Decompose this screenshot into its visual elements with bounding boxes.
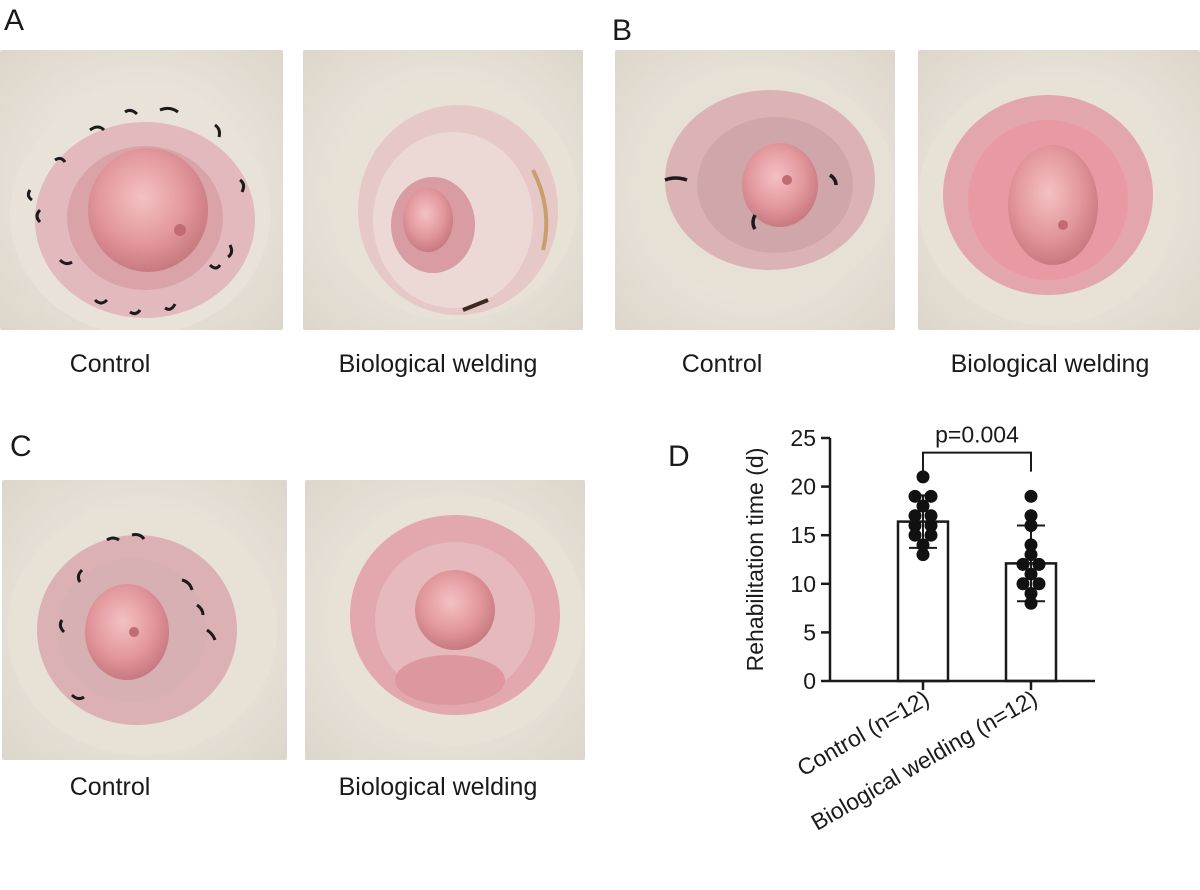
photo-a-biological-welding [303, 50, 583, 330]
data-point [1024, 596, 1038, 610]
y-axis-label: Rehabilitation time (d) [742, 448, 768, 672]
data-point [1024, 518, 1038, 532]
photo-a-control [0, 50, 283, 330]
photo-c-control [2, 480, 287, 760]
panel-label-c: C [10, 430, 32, 463]
data-point [1024, 567, 1038, 581]
data-point [924, 509, 938, 523]
y-tick-label: 10 [790, 571, 816, 597]
data-point [924, 489, 938, 503]
data-point [916, 499, 930, 513]
y-tick-label: 25 [790, 425, 816, 451]
data-point [1032, 557, 1046, 571]
panel-label-d: D [668, 440, 690, 473]
data-point [1024, 538, 1038, 552]
caption-c-control: Control [69, 773, 151, 801]
data-point [924, 518, 938, 532]
caption-a-control: Control [69, 350, 151, 378]
data-point [908, 489, 922, 503]
y-tick-label: 0 [803, 668, 816, 694]
y-tick-label: 20 [790, 474, 816, 500]
data-point [908, 509, 922, 523]
photo-c-biological-welding [305, 480, 585, 760]
caption-a-biological-welding: Biological welding [338, 350, 538, 378]
data-point [908, 518, 922, 532]
data-point [916, 548, 930, 562]
data-point [1024, 509, 1038, 523]
panel-label-a: A [4, 4, 25, 37]
data-point [1024, 587, 1038, 601]
panel-label-b: B [612, 14, 633, 47]
data-point [924, 528, 938, 542]
significance-bracket [922, 451, 1032, 472]
caption-c-biological-welding: Biological welding [338, 773, 538, 801]
caption-b-biological-welding: Biological welding [950, 350, 1150, 378]
y-tick-label: 15 [790, 522, 816, 548]
data-point [916, 470, 930, 484]
data-point [1016, 557, 1030, 571]
data-point [1024, 548, 1038, 562]
data-point [1016, 577, 1030, 591]
y-tick-label: 5 [803, 619, 816, 645]
caption-b-control: Control [681, 350, 763, 378]
data-point [1032, 577, 1046, 591]
photo-b-control [615, 50, 895, 330]
photo-b-biological-welding [918, 50, 1200, 330]
data-point [1024, 489, 1038, 503]
data-point [908, 528, 922, 542]
p-value-label: p=0.004 [935, 422, 1019, 448]
data-point [916, 538, 930, 552]
